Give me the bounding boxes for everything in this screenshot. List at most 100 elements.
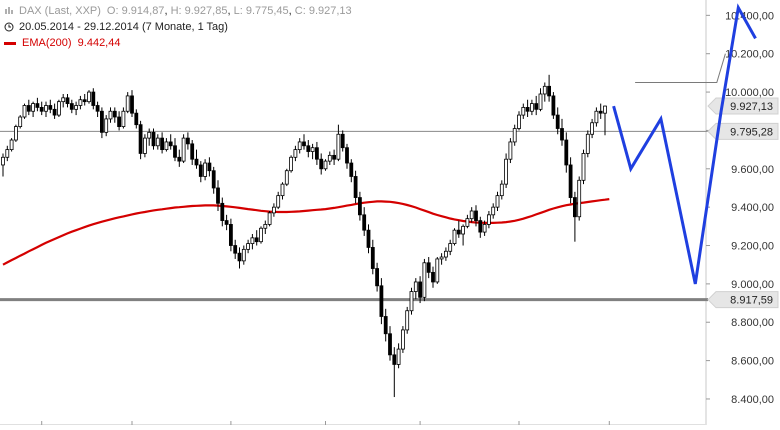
- period-text: 20.05.2014 - 29.12.2014 (7 Monate, 1 Tag…: [19, 21, 228, 33]
- candle-body: [310, 147, 315, 152]
- y-tick-label: 9.200,00: [731, 241, 774, 253]
- candle-body: [349, 162, 354, 177]
- price-tag-label: 8.917,59: [730, 295, 773, 307]
- y-tick-label: 8.800,00: [731, 317, 774, 329]
- candle-body: [87, 91, 91, 103]
- candle-body: [69, 103, 74, 110]
- candle-body: [413, 281, 418, 292]
- candle-body: [366, 229, 371, 248]
- y-tick-label: 8.400,00: [731, 394, 774, 406]
- ema-label: EMA(200): [22, 37, 72, 49]
- candle-body: [26, 105, 31, 112]
- candle-body: [375, 268, 380, 287]
- candle-body: [461, 225, 466, 235]
- candle-body: [521, 107, 526, 116]
- candle-body: [495, 195, 500, 208]
- candle-body: [306, 145, 311, 152]
- candle-body: [151, 131, 156, 147]
- candle-body: [203, 162, 208, 177]
- connector-line: [635, 53, 726, 83]
- reference-price-tag: 8.917,59: [707, 291, 779, 309]
- candle-body: [456, 229, 461, 235]
- candle-body: [418, 281, 423, 298]
- candle-body: [276, 195, 281, 208]
- candle-body: [22, 105, 27, 118]
- candle-body: [409, 291, 414, 312]
- price-tag-label: 9.795,28: [730, 126, 773, 138]
- candle-body: [297, 141, 302, 151]
- y-tick-label: 9.000,00: [731, 279, 774, 291]
- candle-body: [499, 183, 504, 197]
- price-tag-label: 9.927,13: [730, 101, 773, 113]
- candle-body: [405, 310, 410, 331]
- legend-instrument-row: DAX (Last, XXP) O: 9.914,87, H: 9.927,85…: [4, 3, 352, 19]
- candle-body: [370, 247, 375, 269]
- chart-legend: DAX (Last, XXP) O: 9.914,87, H: 9.927,85…: [4, 3, 352, 51]
- instrument-name: DAX (Last, XXP): [19, 5, 101, 17]
- candle-body: [78, 99, 83, 106]
- price-tag-box: [707, 97, 779, 115]
- candle-body: [362, 214, 367, 231]
- candle-body: [585, 133, 590, 154]
- open-value: 9.914,87: [121, 5, 165, 17]
- candle-body: [560, 128, 564, 141]
- candle-body: [573, 197, 577, 218]
- candle-body: [241, 248, 246, 262]
- candle-body: [61, 97, 66, 103]
- candle-body: [138, 124, 143, 154]
- y-tick-label: 10.000,00: [725, 87, 774, 99]
- candle-body: [435, 258, 440, 283]
- candle-body: [598, 110, 603, 114]
- high-label: H:: [170, 5, 182, 17]
- candle-body: [400, 329, 405, 350]
- candle-body: [48, 105, 53, 110]
- candle-body: [181, 137, 186, 162]
- candle-body: [517, 114, 521, 129]
- candle-body: [220, 202, 225, 221]
- candle-body: [547, 85, 551, 97]
- candle-body: [91, 91, 96, 106]
- candle-body: [65, 97, 70, 104]
- candle-body: [250, 237, 255, 244]
- candle-body: [39, 107, 44, 112]
- candle-body: [293, 149, 298, 158]
- candle-body: [142, 137, 147, 154]
- candle-body: [336, 133, 341, 160]
- candle-body: [95, 105, 100, 112]
- candle-body: [534, 103, 539, 110]
- candle-body: [82, 99, 87, 103]
- candle-body: [504, 158, 509, 185]
- candle-body: [160, 137, 165, 151]
- candle-body: [392, 354, 397, 365]
- candle-body: [117, 116, 121, 127]
- candle-body: [482, 224, 487, 233]
- candle-body: [491, 206, 496, 216]
- candle-body: [254, 237, 259, 243]
- candle-body: [302, 141, 306, 147]
- candle-body: [280, 183, 285, 197]
- candle-body: [396, 348, 401, 365]
- candle-body: [525, 107, 530, 112]
- candle-body: [469, 210, 474, 220]
- candle-body: [155, 137, 160, 147]
- clock-icon: [4, 22, 14, 32]
- ema-value: 9.442,44: [77, 37, 121, 49]
- candle-body: [194, 158, 199, 166]
- candle-body: [112, 110, 117, 118]
- candle-body: [237, 252, 242, 262]
- candle-body: [439, 256, 444, 260]
- candle-body: [130, 95, 134, 114]
- candle-body: [18, 116, 23, 127]
- candle-body: [486, 214, 491, 225]
- candle-body: [443, 250, 448, 258]
- candle-body: [568, 164, 573, 198]
- candle-body: [538, 93, 543, 110]
- candle-body: [271, 206, 276, 214]
- forecast-line: [612, 3, 757, 285]
- candle-body: [551, 95, 556, 116]
- candle-body: [164, 141, 169, 151]
- candle-body: [104, 118, 109, 133]
- legend-ema-row: EMA(200) 9.442,44: [4, 35, 352, 51]
- candle-body: [9, 139, 14, 151]
